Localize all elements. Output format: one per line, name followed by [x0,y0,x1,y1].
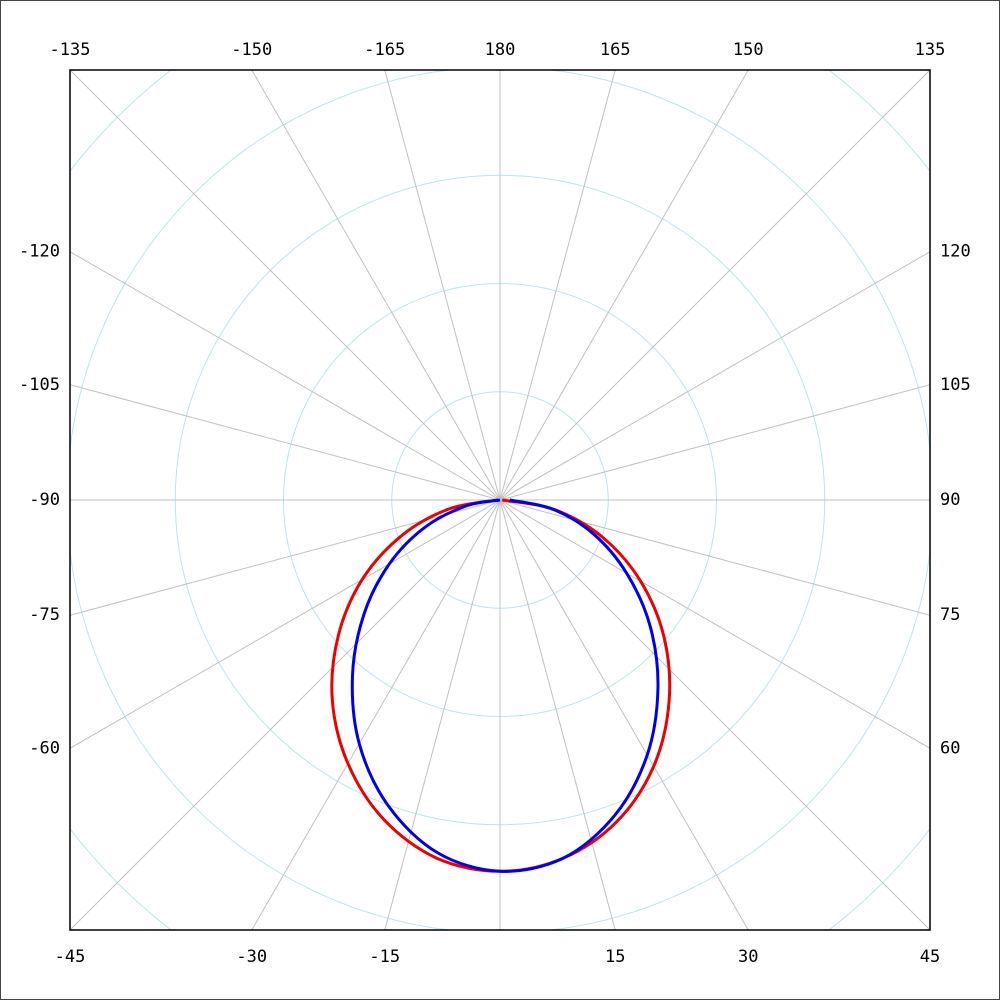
series-line [350,498,660,873]
spoke [384,70,501,501]
angle-label: 135 [915,40,946,60]
angle-label: -105 [19,375,60,395]
angle-label: -15 [369,947,400,967]
spoke [70,384,501,501]
angle-label: -45 [55,947,86,967]
angle-label: -150 [231,40,272,60]
angle-label: -165 [364,40,405,60]
angle-label: 180 [485,40,516,60]
plot-box [69,69,931,931]
angle-label: 30 [738,947,758,967]
angle-label: 45 [920,947,940,967]
spoke [251,499,501,930]
labels: -165 -150 -135 -120 -105 -90 -75 -60 -45 -30 -15 15… [19,40,971,967]
angle-label: -135 [50,40,91,60]
spoke [70,499,501,749]
angle-label: 150 [733,40,764,60]
angle-label: -60 [29,738,60,758]
spoke [499,70,930,501]
spoke [384,499,501,930]
angle-label: 90 [940,490,960,510]
angle-label: -120 [19,242,60,262]
angle-label: 75 [940,605,960,625]
spoke [499,70,749,501]
angle-label: 15 [605,947,625,967]
angle-label: 105 [940,375,971,395]
angle-label: -75 [29,605,60,625]
spoke [499,499,616,930]
angle-label: 60 [940,738,960,758]
spoke [499,499,930,749]
angle-label: -90 [29,490,60,510]
angle-label: 165 [600,40,631,60]
spoke [499,499,749,930]
spoke [70,251,501,501]
spoke [70,70,501,501]
angle-label: -30 [236,947,267,967]
angle-label: 120 [940,242,971,262]
spoke [499,384,930,501]
spoke [499,70,616,501]
curves [330,498,672,873]
spoke [251,70,501,501]
spoke [499,251,930,501]
spoke [70,499,501,930]
spoke [499,499,930,930]
